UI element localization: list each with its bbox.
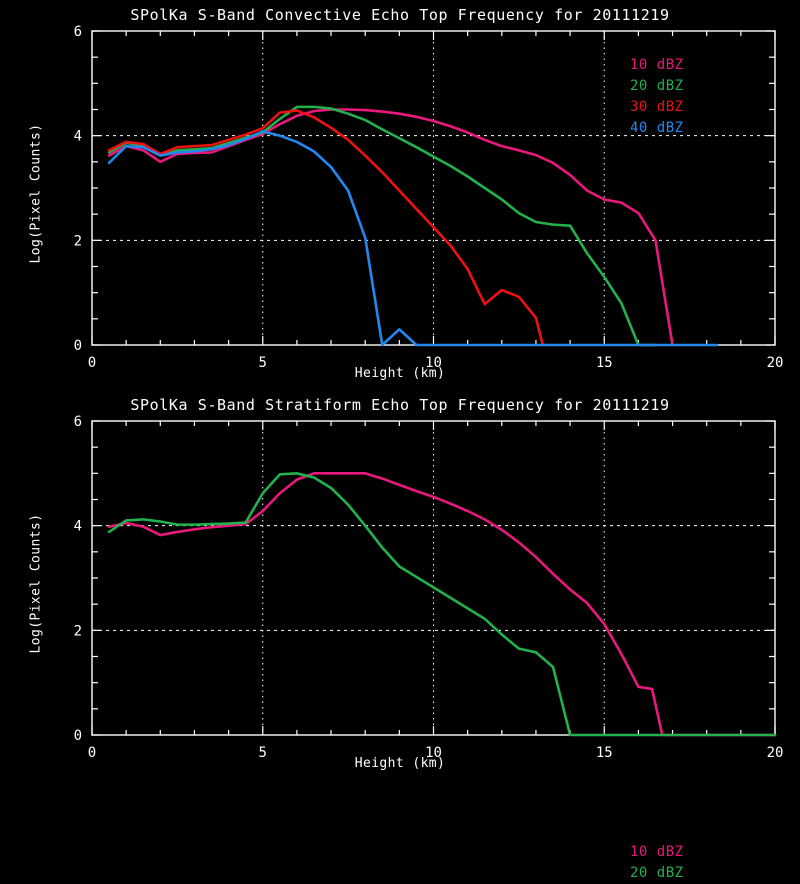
x-tick-label: 0 — [88, 745, 96, 761]
x-axis-title-stratiform: Height (km) — [354, 756, 446, 771]
legend-item-20dbz: 20 dBZ — [630, 865, 684, 881]
chart-title-stratiform: SPolKa S-Band Stratiform Echo Top Freque… — [130, 396, 670, 414]
stratiform-panel: SPolKa S-Band Stratiform Echo Top Freque… — [0, 390, 800, 881]
x-tick-label: 15 — [596, 355, 613, 371]
legend-item-20dbz: 20 dBZ — [630, 78, 684, 94]
legend-item-30dbz: 30 dBZ — [630, 99, 684, 115]
y-tick-label: 4 — [74, 129, 82, 145]
x-tick-label: 10 — [425, 355, 442, 371]
series-line-10-dbz — [107, 108, 674, 347]
series-line-10-dbz — [107, 472, 777, 737]
series-line-40-dbz — [107, 130, 719, 347]
stratiform-plot-area: 0 5 10 15 20 0 2 4 6 — [74, 414, 784, 761]
y-tick-label: 6 — [74, 414, 82, 430]
x-tick-label: 5 — [259, 745, 267, 761]
series-line-20-dbz — [107, 105, 657, 347]
series-line-20-dbz — [107, 472, 777, 737]
legend-item-10dbz: 10 dBZ — [630, 57, 684, 73]
x-tick-label: 10 — [425, 745, 442, 761]
y-tick-label: 6 — [74, 24, 82, 40]
y-tick-label: 2 — [74, 623, 82, 639]
y-tick-label: 0 — [74, 338, 82, 354]
x-tick-label: 5 — [259, 355, 267, 371]
chart-title-convective: SPolKa S-Band Convective Echo Top Freque… — [130, 6, 670, 24]
convective-plot-area: 0 5 10 15 20 0 2 4 6 — [74, 24, 784, 371]
y-tick-label: 2 — [74, 233, 82, 249]
legend-stratiform: 10 dBZ 20 dBZ — [630, 842, 684, 884]
legend-item-40dbz: 40 dBZ — [630, 120, 684, 136]
y-tick-label: 0 — [74, 728, 82, 744]
x-tick-label: 0 — [88, 355, 96, 371]
x-tick-label: 20 — [767, 745, 784, 761]
x-tick-label: 20 — [767, 355, 784, 371]
y-tick-label: 4 — [74, 519, 82, 535]
y-axis-title-stratiform: Log(Pixel Counts) — [28, 513, 44, 654]
convective-panel: SPolKa S-Band Convective Echo Top Freque… — [0, 0, 800, 390]
x-tick-label: 15 — [596, 745, 613, 761]
legend-convective: 10 dBZ 20 dBZ 30 dBZ 40 dBZ — [630, 55, 684, 139]
y-axis-title-convective: Log(Pixel Counts) — [28, 123, 44, 264]
legend-item-10dbz: 10 dBZ — [630, 844, 684, 860]
plot-frame — [91, 420, 776, 736]
x-axis-title-convective: Height (km) — [354, 366, 446, 381]
series-line-30-dbz — [107, 109, 545, 347]
